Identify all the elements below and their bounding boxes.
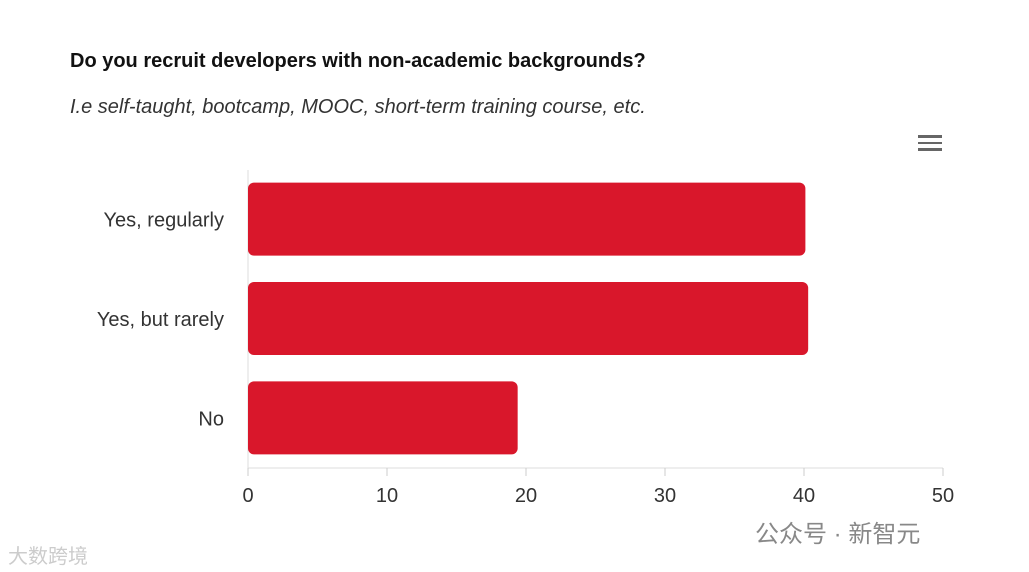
x-tick-label: 20: [515, 485, 537, 507]
category-label: Yes, but rarely: [97, 309, 224, 331]
x-tick-label: 50: [932, 485, 954, 507]
wechat-watermark: 公众号 · 新智元: [755, 521, 921, 548]
x-tick-label: 0: [242, 485, 253, 507]
x-tick-label: 40: [793, 485, 815, 507]
chart-subtitle: I.e self-taught, bootcamp, MOOC, short-t…: [70, 96, 646, 118]
category-label: No: [198, 408, 224, 430]
bar: [248, 182, 806, 256]
x-tick-label: 10: [376, 485, 398, 507]
site-watermark: 大数跨境: [8, 546, 88, 568]
chart-title: Do you recruit developers with non-acade…: [70, 50, 646, 72]
bar: [248, 381, 518, 455]
x-tick-label: 30: [654, 485, 676, 507]
category-label: Yes, regularly: [104, 210, 224, 232]
hamburger-menu-icon[interactable]: [916, 132, 944, 154]
bar: [248, 282, 809, 355]
